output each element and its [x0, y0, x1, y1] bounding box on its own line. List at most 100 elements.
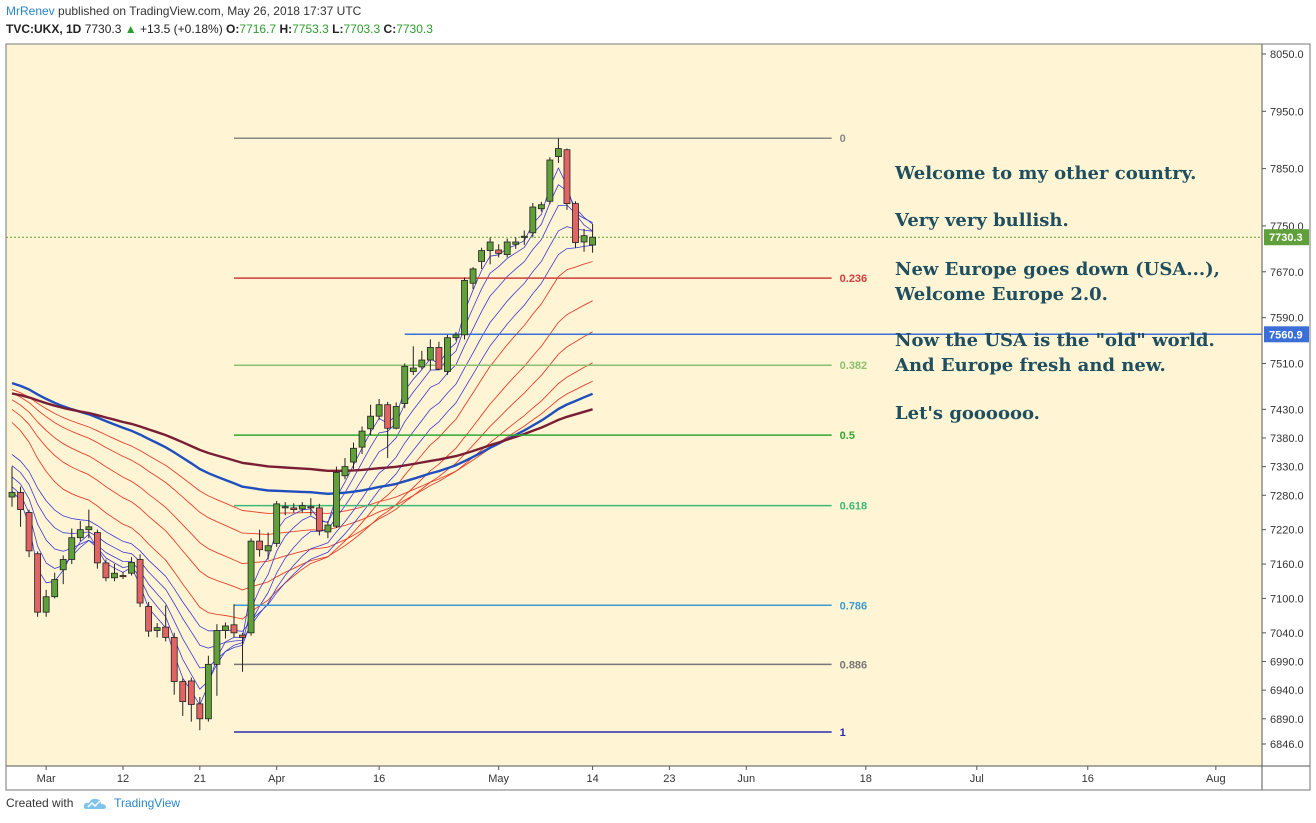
fib-level-label-4: 0.618 — [840, 501, 868, 513]
time-tick-label-1: 12 — [117, 773, 129, 785]
time-tick-label-6: 14 — [586, 773, 598, 785]
ema-violet-line-5 — [11, 245, 593, 632]
footer: Created with TradingView — [6, 796, 180, 811]
price-tick-label-12: 7160.0 — [1270, 559, 1304, 571]
symbol-label[interactable]: TVC:UKX, 1D — [6, 22, 82, 36]
candle-body-14 — [128, 561, 135, 574]
price-tick-label-7: 7430.0 — [1270, 404, 1304, 416]
candle-body-9 — [85, 526, 93, 531]
annotation-line-4: Welcome Europe 2.0. — [894, 284, 1108, 305]
candle-body-41 — [358, 430, 366, 448]
tradingview-link[interactable]: TradingView — [114, 796, 181, 810]
last-price-tag: 7730.3 — [1269, 232, 1303, 244]
ema-red-line-4 — [11, 362, 593, 535]
candle-body-3 — [34, 553, 42, 613]
candle-body-0 — [8, 492, 16, 498]
plot-background — [6, 44, 1262, 766]
candle-body-5 — [51, 579, 59, 598]
ohlc-legend: TVC:UKX, 1D 7730.3 ▲ +13.5 (+0.18%) O:77… — [6, 22, 433, 36]
level-price-tag-bg — [1264, 326, 1309, 343]
candle-body-58 — [503, 241, 511, 255]
candle-body-16 — [145, 606, 153, 632]
price-tick-label-9: 7330.0 — [1270, 462, 1304, 474]
candle-body-37 — [324, 524, 332, 533]
candle-body-2 — [25, 512, 33, 552]
price-tick-label-5: 7590.0 — [1270, 313, 1304, 325]
candle-body-62 — [537, 204, 545, 210]
candle-body-20 — [179, 681, 187, 702]
candle-body-4 — [42, 596, 50, 613]
fib-level-label-0: 0 — [840, 133, 846, 145]
time-tick-label-3: Apr — [268, 773, 285, 785]
price-tick-label-6: 7510.0 — [1270, 358, 1304, 370]
candle-body-19 — [170, 637, 178, 682]
candle-body-15 — [136, 559, 144, 604]
candles — [8, 138, 596, 731]
candle-body-64 — [555, 148, 562, 157]
candle-body-21 — [187, 680, 195, 705]
time-axis: Mar 12 21 Apr 16 May 14 23 Jun 18 Jul 16 Aug — [37, 766, 1226, 785]
fib-level-label-1: 0.236 — [840, 273, 868, 285]
close-value: 7730.3 — [396, 22, 433, 36]
candle-body-50 — [435, 347, 443, 370]
annotation-line-5: Now the USA is the "old" world. — [895, 330, 1215, 351]
ema-violet-line-2 — [11, 184, 593, 690]
candle-body-47 — [409, 367, 417, 372]
price-tick-label-1: 7950.0 — [1270, 106, 1304, 118]
candle-body-39 — [341, 466, 349, 477]
candle-body-46 — [401, 365, 409, 404]
candle-body-18 — [162, 626, 170, 638]
time-tick-label-4: 16 — [373, 773, 385, 785]
candle-body-40 — [350, 447, 357, 463]
moving-averages — [11, 167, 594, 706]
time-tick-label-11: 16 — [1082, 773, 1094, 785]
candle-body-67 — [580, 235, 588, 243]
candle-body-49 — [426, 347, 434, 361]
candle-body-61 — [529, 206, 537, 234]
open-value: 7716.7 — [239, 22, 277, 36]
ema-violet-line-4 — [11, 226, 593, 649]
ema-violet-line-3 — [11, 204, 593, 669]
annotation-line-7: Let's goooooo. — [895, 403, 1040, 424]
price-tick-label-16: 6940.0 — [1270, 685, 1304, 697]
candle-body-59 — [512, 241, 520, 245]
candle-body-34 — [298, 505, 306, 510]
price-tick-label-2: 7850.0 — [1270, 164, 1304, 176]
fib-level-label-3: 0.5 — [840, 430, 855, 442]
time-tick-label-12: Aug — [1206, 773, 1226, 785]
author-link[interactable]: MrRenev — [6, 4, 55, 18]
candle-body-52 — [452, 334, 460, 339]
price-tick-label-13: 7100.0 — [1270, 593, 1304, 605]
time-tick-label-7: 23 — [663, 773, 675, 785]
created-with-text: Created with — [6, 796, 74, 810]
candle-body-51 — [444, 337, 451, 372]
price-tick-label-15: 6990.0 — [1270, 656, 1304, 668]
low-label: L: — [332, 22, 344, 36]
time-tick-label-9: 18 — [860, 773, 872, 785]
price-change: +13.5 (+0.18%) — [139, 22, 223, 36]
price-tick-label-18: 6846.0 — [1270, 739, 1304, 751]
candle-body-8 — [76, 529, 84, 539]
candle-body-57 — [495, 249, 503, 254]
publish-line: MrRenev published on TradingView.com, Ma… — [6, 4, 361, 18]
ema-red-line-2 — [11, 300, 593, 591]
price-tick-label-14: 7040.0 — [1270, 628, 1304, 640]
high-label: H: — [279, 22, 293, 36]
price-chart[interactable]: 0 0.236 0.382 0.5 0.618 0.786 0.886 1 8050.0 795… — [0, 42, 1316, 792]
price-tick-label-11: 7220.0 — [1270, 525, 1304, 537]
last-price-tag-bg — [1264, 229, 1309, 246]
candle-body-38 — [333, 471, 340, 527]
annotation-text: Welcome to my other country. Very very b… — [894, 163, 1220, 424]
candle-body-12 — [111, 572, 118, 579]
candle-body-35 — [307, 506, 315, 509]
candle-body-65 — [563, 149, 571, 204]
candle-body-10 — [93, 532, 101, 564]
candle-body-26 — [230, 624, 238, 634]
ema-red-line-1 — [11, 261, 593, 620]
candle-body-25 — [222, 625, 229, 631]
fib-level-label-7: 1 — [840, 727, 846, 739]
candle-body-45 — [392, 406, 400, 429]
candle-body-42 — [367, 415, 374, 430]
tradingview-cloud-icon — [83, 798, 106, 809]
candle-body-13 — [119, 575, 127, 578]
